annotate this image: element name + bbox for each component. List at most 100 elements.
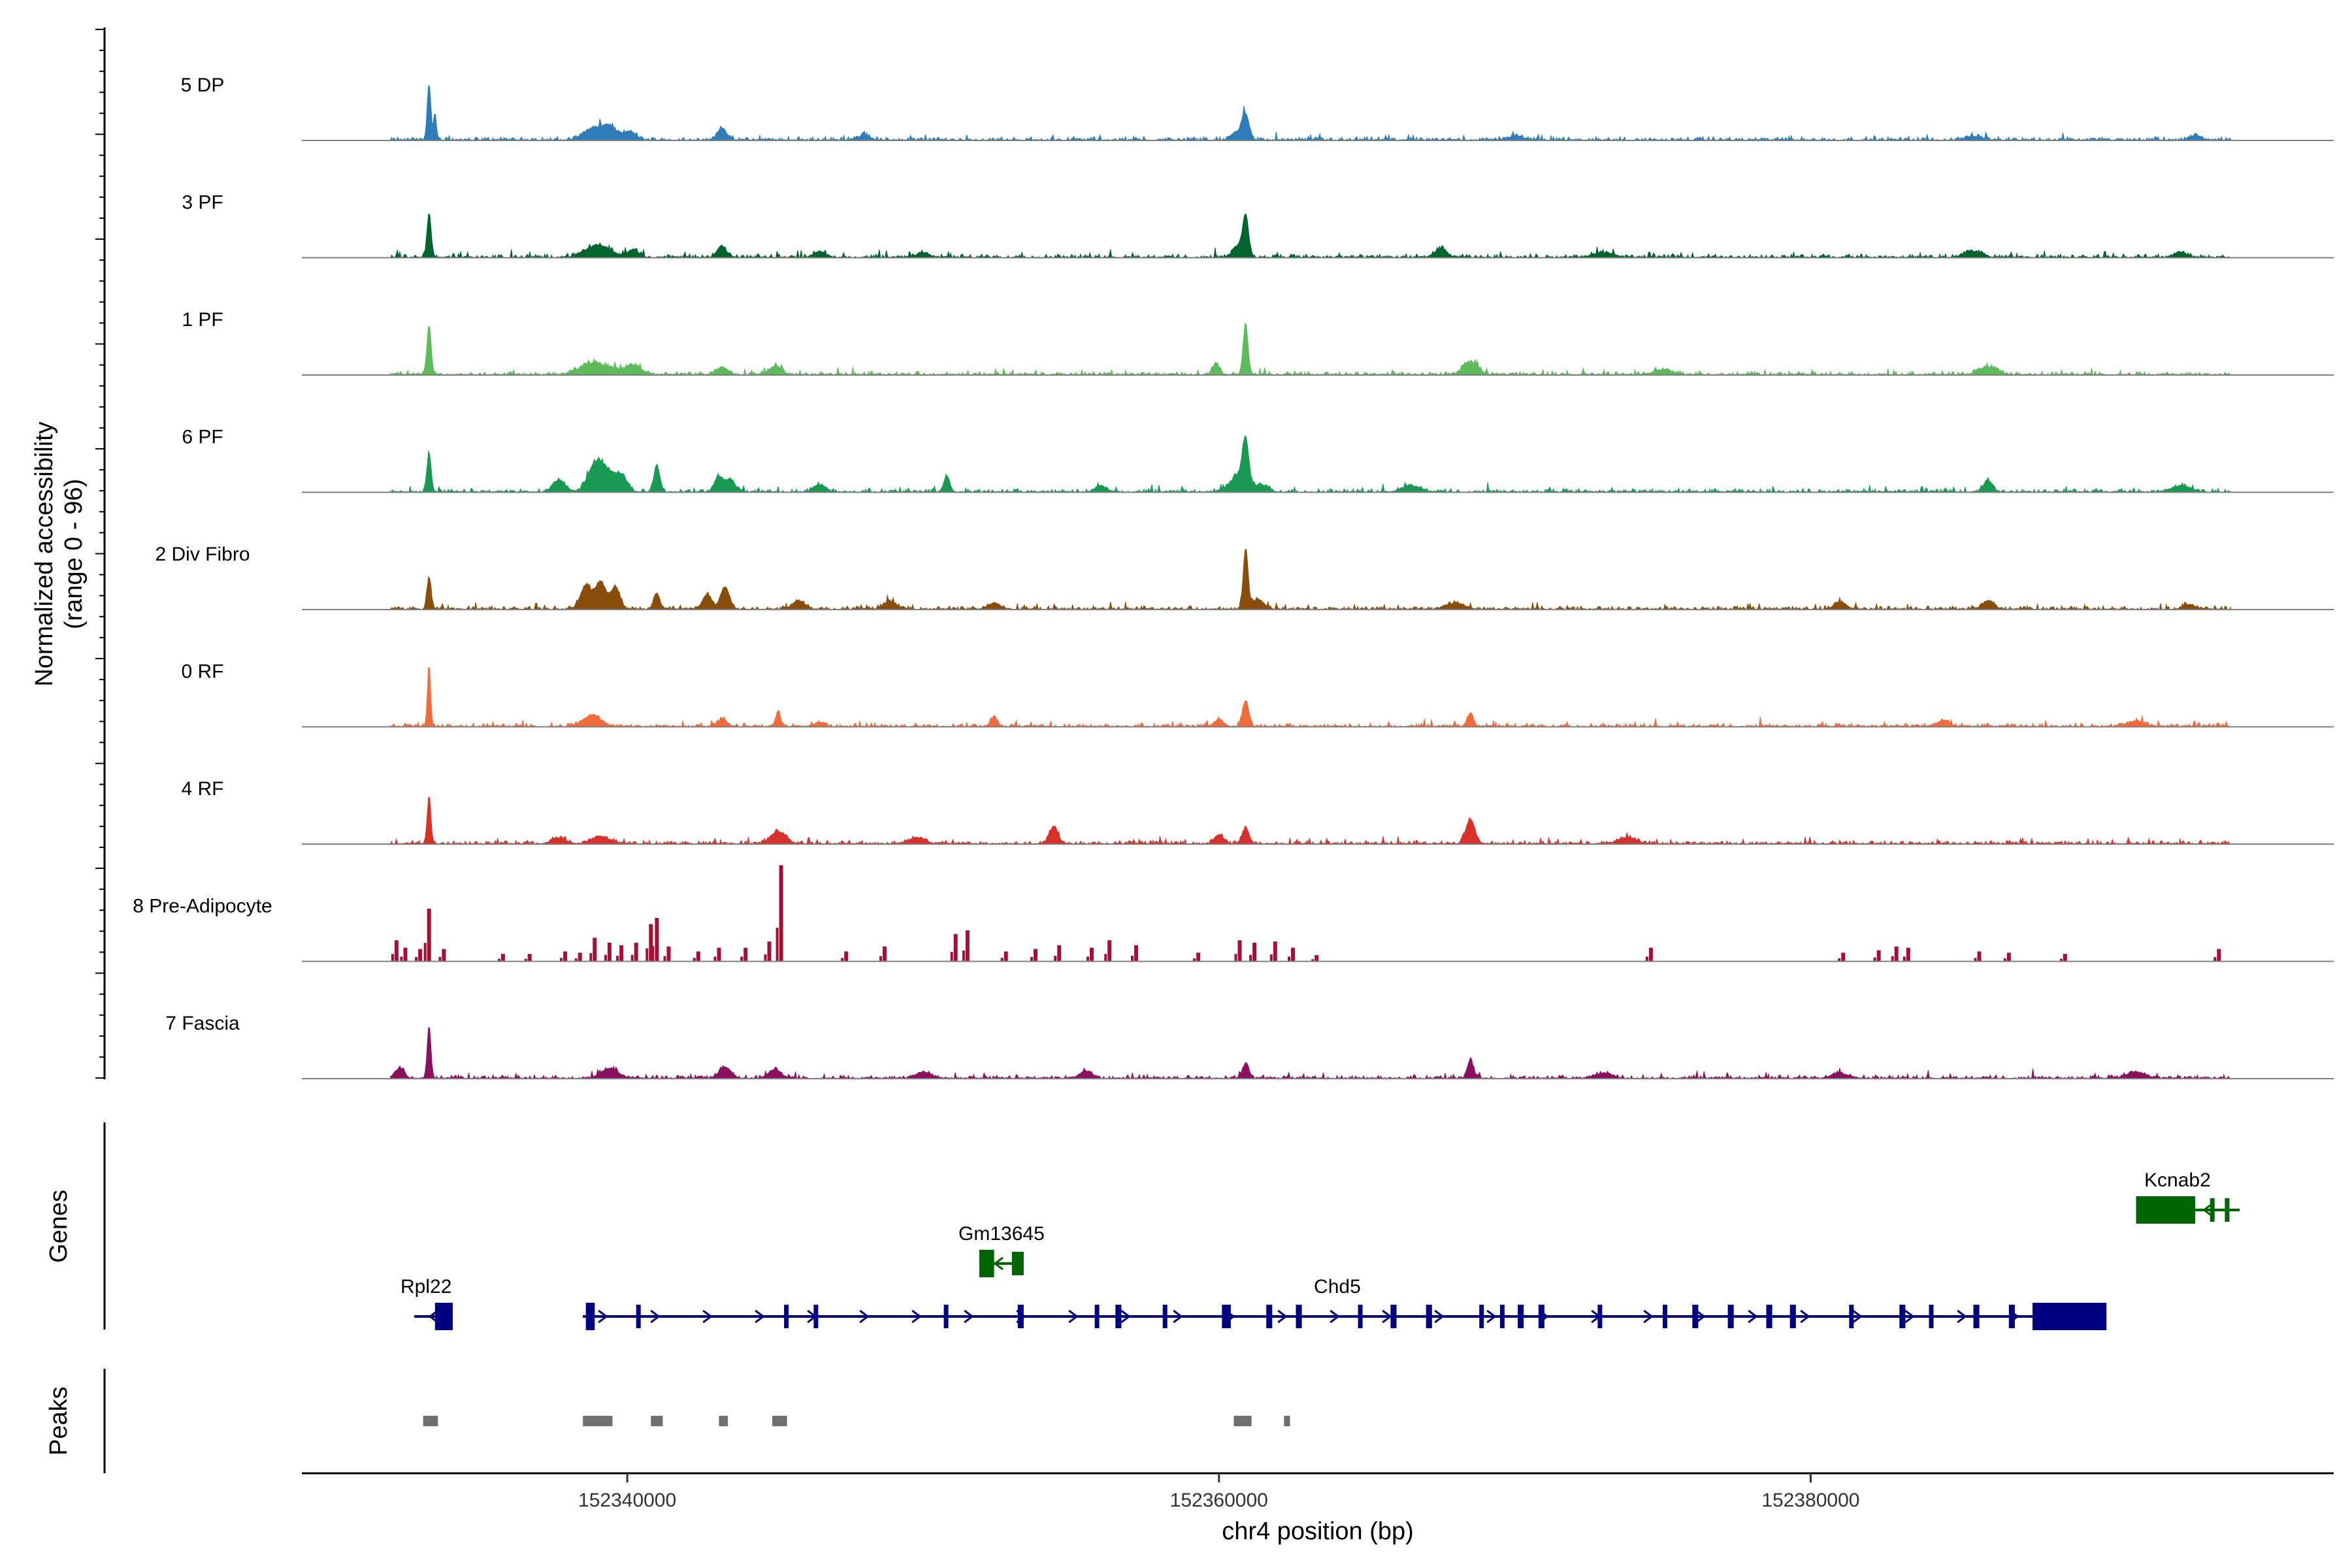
- coverage-tracks: 5 DP 3 PF 1 PF 6 PF 2 Div Fibro 0 RF 4 RF 8 Pre…: [133, 74, 2334, 1080]
- coverage-spike: [1107, 940, 1112, 962]
- coverage-spike: [1252, 943, 1257, 962]
- gene-exon: [1899, 1305, 1906, 1328]
- strand-arrow: [993, 1256, 1004, 1271]
- coverage-spike: [1090, 947, 1094, 962]
- coverage-spike: [1086, 956, 1089, 962]
- coverage-spike: [1977, 951, 1982, 962]
- coverage-spike: [663, 956, 666, 962]
- gene-exon: [2210, 1198, 2215, 1222]
- track-label: 5 DP: [181, 74, 225, 96]
- coverage-spike: [427, 908, 431, 962]
- coverage-spike: [962, 950, 965, 962]
- gene-exon: [1115, 1305, 1122, 1328]
- coverage-spike: [649, 924, 653, 962]
- y-axis-title-line2: (range 0 - 96): [60, 479, 88, 629]
- gene-exon: [1358, 1305, 1363, 1328]
- coverage-spike: [743, 947, 748, 962]
- coverage-spike: [883, 946, 887, 962]
- gene-exon: [1518, 1305, 1524, 1328]
- coverage-spike: [1876, 950, 1881, 962]
- gene-exon: [636, 1305, 641, 1328]
- coverage-spike: [1057, 945, 1062, 962]
- strand-arrow: [1277, 1309, 1288, 1324]
- peak-regions-track: [423, 1416, 1290, 1426]
- gene-exon: [1597, 1305, 1603, 1328]
- x-tick-label: 152340000: [578, 1490, 676, 1511]
- coverage-spike: [1645, 956, 1648, 962]
- coverage-spike: [1000, 958, 1004, 962]
- x-tick-label: 152380000: [1761, 1490, 1859, 1511]
- peak-region: [772, 1416, 787, 1426]
- gene-exon: [1266, 1305, 1273, 1328]
- track-7-fascia: 7 Fascia: [165, 1013, 2334, 1080]
- gene-exon: [434, 1303, 453, 1330]
- strand-arrow: [1173, 1309, 1183, 1324]
- x-tick-label: 152360000: [1170, 1490, 1268, 1511]
- strand-arrow: [598, 1309, 608, 1324]
- coverage-spike: [696, 951, 700, 962]
- gene-annotation-track: Rpl22 Gm13645 Chd5 Kcnab2: [400, 1169, 2240, 1330]
- strand-arrow: [911, 1309, 922, 1324]
- coverage-spike: [442, 949, 446, 962]
- coverage-spike: [1906, 947, 1910, 962]
- coverage-spike: [655, 918, 659, 962]
- track-8-pre-adipocyte: 8 Pre-Adipocyte: [133, 865, 2334, 962]
- coverage-spike: [1648, 947, 1653, 962]
- strand-arrow: [859, 1309, 870, 1324]
- strand-arrow: [1434, 1309, 1445, 1324]
- strand-arrow: [1486, 1309, 1497, 1324]
- coverage-spike: [1894, 946, 1899, 962]
- gene-label: Rpl22: [400, 1276, 451, 1298]
- strand-arrow: [1068, 1309, 1079, 1324]
- coverage-spike: [619, 945, 624, 962]
- track-label: 1 PF: [182, 309, 223, 331]
- track-1-pf: 1 PF: [182, 309, 2334, 376]
- gene-exon: [1017, 1305, 1024, 1328]
- gene-exon: [784, 1305, 789, 1328]
- coverage-spike: [1054, 955, 1057, 962]
- coverage-spike: [1269, 954, 1273, 962]
- peak-region: [1233, 1416, 1252, 1426]
- gene-exon: [1766, 1305, 1772, 1328]
- coverage-spike: [616, 955, 619, 962]
- coverage-spike: [740, 956, 743, 962]
- coverage-spike: [844, 951, 849, 962]
- gene-exon: [943, 1305, 949, 1328]
- coverage-spike: [1030, 956, 1033, 962]
- coverage-spike: [1873, 957, 1876, 962]
- track-3-pf: 3 PF: [182, 192, 2334, 259]
- track-label: 8 Pre-Adipocyte: [133, 896, 272, 917]
- strand-arrow: [964, 1309, 974, 1324]
- strand-arrow: [1382, 1309, 1392, 1324]
- coverage-spike: [1196, 953, 1201, 962]
- strand-arrow: [2202, 1203, 2213, 1217]
- gene-exon: [1929, 1305, 1934, 1328]
- coverage-spike: [497, 958, 500, 962]
- coverage-spike: [589, 953, 593, 962]
- coverage-spike: [1891, 956, 1894, 962]
- coverage-spike: [666, 946, 671, 962]
- coverage-spike: [1134, 945, 1138, 962]
- coverage-spike: [1288, 956, 1290, 962]
- coverage-spike: [500, 954, 505, 962]
- coverage-spike: [717, 947, 721, 962]
- coverage-spike: [841, 958, 844, 962]
- strand-arrow: [1330, 1309, 1340, 1324]
- coverage-spike: [418, 949, 423, 962]
- gene-exon: [1162, 1305, 1168, 1328]
- track-label: 6 PF: [182, 427, 223, 448]
- coverage-spike: [1004, 951, 1008, 962]
- gene-label: Gm13645: [958, 1223, 1045, 1245]
- peak-region: [1284, 1416, 1290, 1426]
- gene-exon: [1692, 1305, 1699, 1328]
- track-label: 4 RF: [181, 778, 223, 800]
- gene-chd5: Chd5: [583, 1276, 2107, 1330]
- coverage-spike: [578, 953, 582, 962]
- coverage-spike: [2003, 958, 2006, 962]
- coverage-spike: [2059, 958, 2063, 962]
- strand-arrow: [650, 1309, 661, 1324]
- coverage-spike: [950, 951, 953, 962]
- track-0-rf: 0 RF: [181, 661, 2334, 728]
- track-5-dp: 5 DP: [181, 74, 2334, 142]
